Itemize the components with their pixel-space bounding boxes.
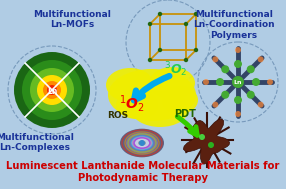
Circle shape xyxy=(208,142,214,148)
Ellipse shape xyxy=(162,86,198,114)
Ellipse shape xyxy=(138,140,146,146)
Circle shape xyxy=(247,91,255,99)
Circle shape xyxy=(232,76,244,88)
Circle shape xyxy=(14,52,90,128)
Ellipse shape xyxy=(131,136,153,150)
Circle shape xyxy=(221,65,229,73)
Ellipse shape xyxy=(126,133,158,153)
Polygon shape xyxy=(183,119,230,164)
Text: $^3$O$_2$: $^3$O$_2$ xyxy=(164,61,188,79)
Text: Multifunctional
Ln-MOFs: Multifunctional Ln-MOFs xyxy=(33,10,111,29)
Circle shape xyxy=(258,102,264,108)
Text: Multifunctional
Ln-Complexes: Multifunctional Ln-Complexes xyxy=(0,133,74,152)
Text: $^1$O$_2$: $^1$O$_2$ xyxy=(119,92,145,114)
Circle shape xyxy=(184,58,188,62)
Circle shape xyxy=(47,85,57,95)
Circle shape xyxy=(158,12,162,16)
Ellipse shape xyxy=(149,67,195,99)
Circle shape xyxy=(212,56,219,62)
Ellipse shape xyxy=(135,139,149,148)
Circle shape xyxy=(221,91,229,99)
Text: Multifunctional
Ln-Coordination
Polymers: Multifunctional Ln-Coordination Polymers xyxy=(193,10,275,40)
Circle shape xyxy=(139,140,145,146)
Circle shape xyxy=(203,79,209,85)
Circle shape xyxy=(30,68,74,112)
Circle shape xyxy=(235,47,241,53)
Text: Ln: Ln xyxy=(47,88,57,97)
Circle shape xyxy=(148,58,152,62)
Text: PDT: PDT xyxy=(174,109,196,119)
Ellipse shape xyxy=(131,91,189,127)
Circle shape xyxy=(22,60,82,120)
Ellipse shape xyxy=(106,68,154,102)
Circle shape xyxy=(158,48,162,52)
Circle shape xyxy=(258,56,264,62)
Text: Ln: Ln xyxy=(234,81,242,85)
Text: ROS: ROS xyxy=(108,111,129,119)
Circle shape xyxy=(194,48,198,52)
Ellipse shape xyxy=(120,129,164,157)
Circle shape xyxy=(216,78,224,86)
Circle shape xyxy=(235,111,241,117)
Circle shape xyxy=(252,78,260,86)
Circle shape xyxy=(212,102,219,108)
Circle shape xyxy=(43,81,61,99)
Text: Luminescent Lanthanide Molecular Materials for
Photodynamic Therapy: Luminescent Lanthanide Molecular Materia… xyxy=(6,161,280,183)
Circle shape xyxy=(267,79,273,85)
Circle shape xyxy=(234,96,242,104)
Circle shape xyxy=(148,22,152,26)
Ellipse shape xyxy=(108,69,196,121)
Ellipse shape xyxy=(116,91,158,119)
Circle shape xyxy=(194,12,198,16)
Circle shape xyxy=(234,60,242,68)
Circle shape xyxy=(184,22,188,26)
Circle shape xyxy=(247,65,255,73)
Circle shape xyxy=(37,75,67,105)
Circle shape xyxy=(199,134,205,140)
